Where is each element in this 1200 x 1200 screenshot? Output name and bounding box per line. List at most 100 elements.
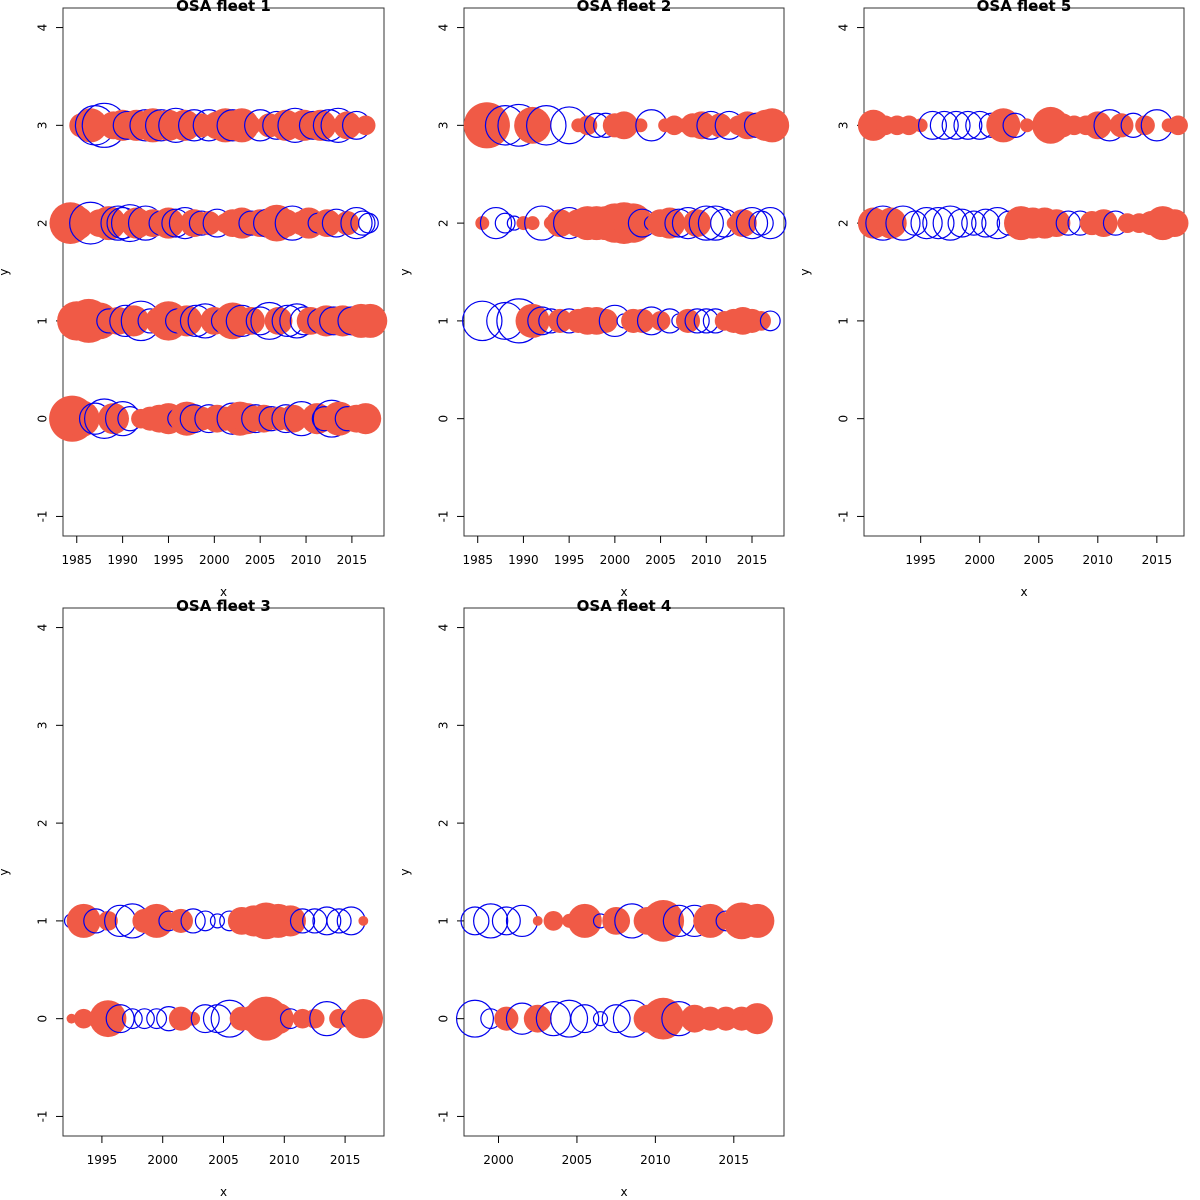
bubble-positive — [313, 209, 342, 238]
bubble-negative — [735, 206, 769, 240]
chart-title: OSA fleet 2 — [577, 0, 672, 15]
x-tick-label: 2010 — [640, 1153, 671, 1167]
bubble-negative — [194, 910, 216, 932]
y-axis-label: y — [398, 868, 412, 875]
bubble-negative — [953, 110, 983, 140]
y-tick-label: 2 — [36, 219, 50, 227]
x-tick-label: 1995 — [153, 553, 184, 567]
bubble-negative — [526, 105, 567, 146]
bubble-negative — [947, 208, 977, 238]
bubble-positive — [89, 1000, 127, 1038]
y-tick-label: 3 — [437, 122, 451, 130]
bubble-negative — [601, 1004, 631, 1034]
bubble-positive — [475, 216, 490, 231]
bubble-negative — [134, 1008, 155, 1030]
bubble-positive — [73, 108, 108, 143]
bubble-negative — [121, 1008, 143, 1030]
bubble-positive — [262, 1003, 294, 1035]
bubble-negative — [929, 110, 959, 140]
bubble-negative — [462, 300, 503, 342]
y-tick-label: 4 — [437, 24, 451, 32]
y-tick-label: 0 — [837, 415, 851, 423]
x-tick-label: 1985 — [462, 553, 493, 567]
x-tick-label: 2005 — [245, 553, 276, 567]
bubble-positive — [525, 216, 540, 231]
bubble-negative — [357, 212, 379, 234]
y-tick-label: -1 — [437, 510, 451, 522]
bubble-positive — [650, 311, 671, 331]
plot-frame — [463, 607, 785, 1137]
y-tick-label: 1 — [36, 317, 50, 325]
y-tick-label: 0 — [437, 415, 451, 423]
bubble-positive — [1135, 115, 1155, 136]
x-tick-label: 2015 — [737, 553, 768, 567]
y-tick-label: -1 — [36, 510, 50, 522]
bubble-positive — [329, 1008, 349, 1029]
bubble-negative — [902, 210, 928, 236]
bubble-positive — [73, 1008, 94, 1029]
bubble-positive — [59, 206, 94, 241]
x-tick-label: 2000 — [483, 1153, 514, 1167]
panel-2: OSA fleet 5 1995 2000 2005 2010 2015 -1 0 1 2 3 4 x y — [798, 0, 1189, 599]
plot-frame — [62, 7, 385, 537]
bubble-positive — [593, 308, 618, 333]
chart-title: OSA fleet 5 — [977, 0, 1072, 15]
y-tick-label: 0 — [36, 1015, 50, 1023]
bubble-positive — [1168, 115, 1188, 136]
bubble-negative — [202, 1004, 232, 1034]
bubble-positive — [741, 1003, 773, 1035]
y-axis-label: y — [0, 268, 11, 275]
bubble-positive — [514, 106, 551, 144]
bubble-positive — [630, 308, 655, 333]
bubble-positive — [168, 1006, 193, 1031]
y-tick-label: -1 — [437, 1110, 451, 1122]
bubble-negative — [473, 903, 509, 939]
panel-1: OSA fleet 2 1985 1990 1995 2000 2005 2010 2015 -… — [398, 0, 790, 599]
x-tick-label: 1995 — [554, 553, 585, 567]
bubble-negative — [684, 308, 710, 334]
bubble-negative — [209, 913, 225, 929]
bubble-positive — [633, 118, 648, 133]
bubble-positive — [264, 306, 293, 335]
bubble-negative — [350, 210, 376, 236]
bubble-positive — [333, 111, 362, 140]
bubble-positive — [358, 915, 369, 926]
bubble-positive — [610, 111, 638, 140]
plot-frame — [463, 7, 785, 537]
x-tick-label: 2000 — [964, 553, 995, 567]
y-tick-label: 1 — [36, 917, 50, 925]
bubble-positive — [543, 911, 564, 931]
plot-frame — [62, 607, 385, 1137]
bubble-positive — [171, 305, 203, 337]
x-tick-label: 2010 — [1083, 553, 1114, 567]
bubble-negative — [922, 206, 955, 240]
panel-4: OSA fleet 4 2000 2005 2010 2015 -1 0 1 2 3 4 x y — [398, 597, 785, 1199]
bubble-negative — [494, 212, 516, 234]
bubble-positive — [532, 915, 543, 926]
y-tick-label: 0 — [36, 415, 50, 423]
bubble-negative — [688, 205, 724, 241]
x-axis-label: x — [220, 1185, 227, 1199]
x-tick-label: 1990 — [508, 553, 539, 567]
y-tick-label: 3 — [36, 122, 50, 130]
bubble-negative — [971, 208, 1001, 238]
x-axis-label: x — [220, 585, 227, 599]
x-tick-label: 2010 — [691, 553, 722, 567]
bubble-positive — [350, 403, 382, 435]
x-tick-label: 2000 — [199, 553, 230, 567]
y-tick-label: -1 — [837, 510, 851, 522]
x-tick-label: 1985 — [61, 553, 92, 567]
y-tick-label: 2 — [837, 219, 851, 227]
chart-title: OSA fleet 1 — [176, 0, 271, 15]
bubble-negative — [326, 908, 352, 934]
bubble-negative — [455, 999, 494, 1038]
bubble-positive — [693, 903, 728, 938]
x-tick-label: 2015 — [1142, 553, 1173, 567]
y-tick-label: 1 — [437, 317, 451, 325]
bubble-positive — [547, 308, 573, 333]
bubble-negative — [312, 906, 342, 936]
bubble-positive — [567, 903, 602, 938]
bubble-negative — [460, 906, 490, 936]
y-tick-label: 2 — [437, 819, 451, 827]
x-tick-label: 2015 — [337, 553, 368, 567]
